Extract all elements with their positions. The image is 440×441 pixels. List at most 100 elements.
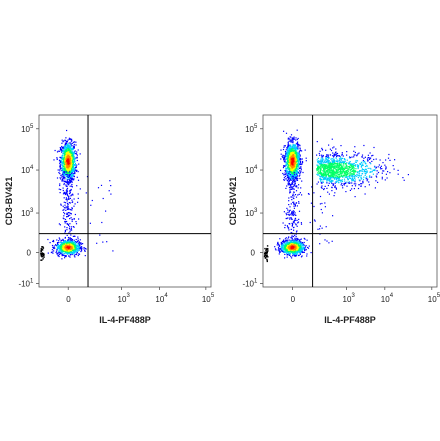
data-point xyxy=(316,159,318,161)
data-point xyxy=(305,160,307,162)
data-point xyxy=(297,148,299,150)
data-point xyxy=(291,225,293,227)
data-point xyxy=(77,250,79,252)
data-point xyxy=(66,169,68,171)
data-point xyxy=(297,221,300,223)
data-point xyxy=(291,141,293,143)
data-point xyxy=(296,243,298,245)
data-point xyxy=(292,252,294,254)
data-point xyxy=(295,246,297,248)
data-point xyxy=(289,138,291,140)
data-point xyxy=(266,245,269,247)
data-point xyxy=(266,250,268,252)
data-point xyxy=(68,244,71,246)
data-point xyxy=(293,251,295,253)
data-point xyxy=(292,157,294,159)
data-point xyxy=(300,223,303,225)
data-point xyxy=(286,158,288,160)
data-point xyxy=(65,197,67,199)
data-point xyxy=(292,254,294,256)
data-point xyxy=(284,159,286,161)
data-point xyxy=(290,147,292,149)
data-point xyxy=(65,156,67,158)
data-point xyxy=(296,146,298,148)
data-point xyxy=(72,158,74,161)
data-point xyxy=(294,185,296,187)
data-point xyxy=(295,166,297,168)
data-point xyxy=(294,157,296,159)
data-point xyxy=(290,155,292,157)
data-point xyxy=(286,167,288,169)
data-point xyxy=(80,247,82,249)
data-point xyxy=(291,218,293,220)
y-tick-exponent: 1 xyxy=(30,279,34,285)
data-point xyxy=(59,147,61,149)
data-point xyxy=(329,178,331,180)
data-point xyxy=(280,158,282,160)
data-point xyxy=(295,150,297,152)
data-point xyxy=(297,144,299,146)
data-point xyxy=(292,243,294,245)
data-point xyxy=(323,164,326,166)
data-point xyxy=(76,159,78,162)
data-point xyxy=(72,246,74,248)
data-point xyxy=(58,172,60,174)
data-point xyxy=(69,256,71,258)
data-point xyxy=(285,149,287,151)
data-point xyxy=(284,238,286,240)
data-point xyxy=(66,223,68,225)
data-point xyxy=(69,154,71,156)
data-point xyxy=(75,166,77,168)
data-point xyxy=(293,158,295,160)
data-point xyxy=(287,163,289,165)
data-point xyxy=(64,173,66,175)
data-point xyxy=(321,167,323,169)
data-point xyxy=(299,145,301,147)
data-point xyxy=(288,173,291,175)
data-point xyxy=(336,164,339,166)
data-point xyxy=(65,209,67,211)
data-point xyxy=(291,160,293,162)
data-point xyxy=(72,161,74,164)
data-point xyxy=(297,161,300,163)
data-point xyxy=(323,166,325,169)
data-point xyxy=(288,182,290,184)
data-point xyxy=(78,244,80,246)
data-point xyxy=(72,149,74,151)
data-point xyxy=(69,241,72,243)
data-point xyxy=(69,243,71,245)
data-point xyxy=(290,244,292,247)
data-point xyxy=(330,174,332,176)
data-point xyxy=(74,168,76,170)
data-point xyxy=(291,149,293,151)
data-point xyxy=(296,166,298,168)
data-point xyxy=(308,245,310,247)
data-point xyxy=(70,242,73,244)
data-point xyxy=(59,247,61,249)
data-point xyxy=(109,180,111,182)
data-point xyxy=(295,233,297,235)
scatter-points xyxy=(263,129,409,263)
data-point xyxy=(70,244,72,246)
data-point xyxy=(379,166,381,169)
data-point xyxy=(64,220,66,223)
data-point xyxy=(64,165,66,167)
data-point xyxy=(74,172,76,175)
data-point xyxy=(293,160,295,163)
data-point xyxy=(69,197,71,199)
data-point xyxy=(289,252,291,254)
data-point xyxy=(291,176,293,178)
data-point xyxy=(284,158,286,160)
data-point xyxy=(66,154,68,157)
data-point xyxy=(294,253,296,255)
data-point xyxy=(343,158,345,160)
data-point xyxy=(393,168,395,170)
data-point xyxy=(71,239,73,241)
data-point xyxy=(67,236,70,239)
data-point xyxy=(62,167,64,169)
data-point xyxy=(286,252,288,254)
data-point xyxy=(298,201,300,203)
data-point xyxy=(71,178,73,180)
data-point xyxy=(288,251,290,253)
data-point xyxy=(72,154,75,156)
